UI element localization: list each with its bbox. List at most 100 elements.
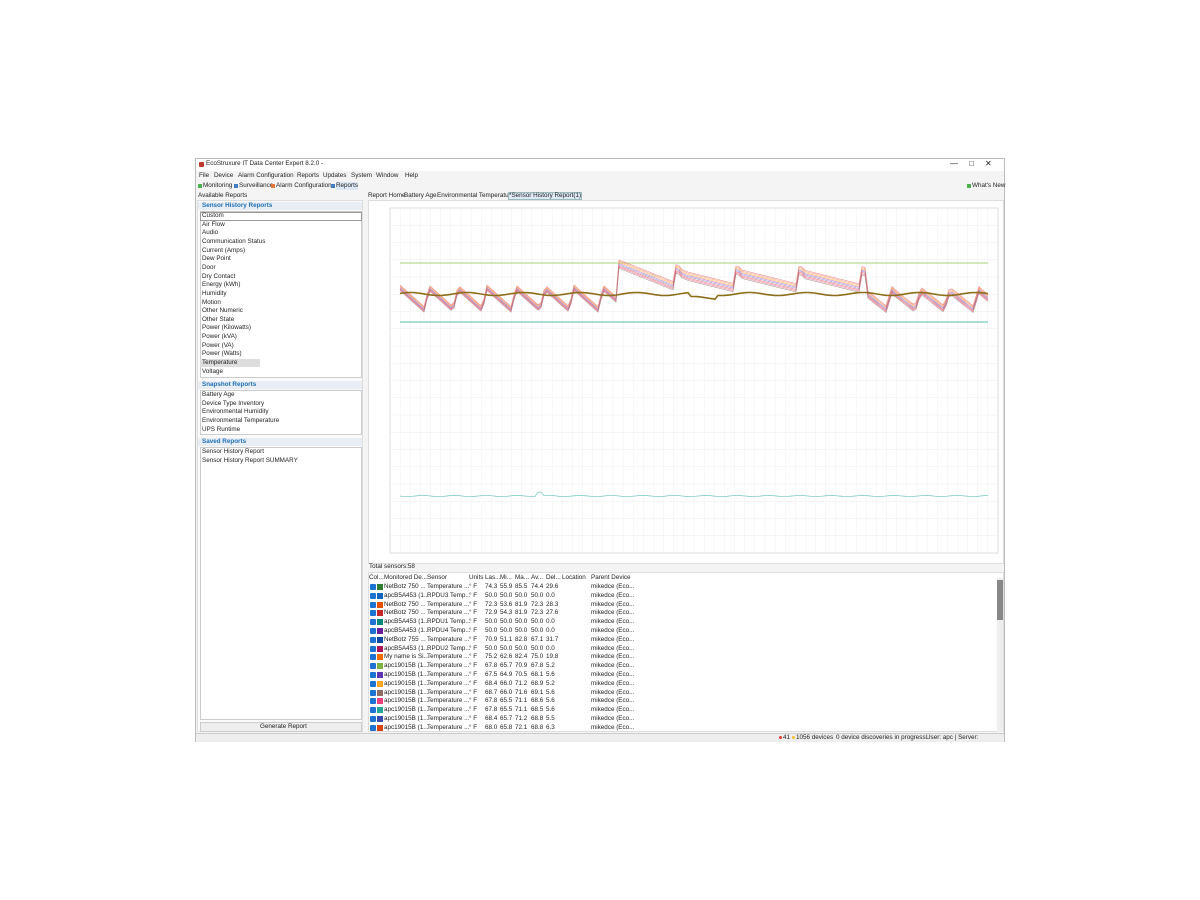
column-header[interactable]: Las...	[485, 574, 501, 581]
tab[interactable]: *Sensor History Report(1)	[509, 192, 582, 199]
column-header[interactable]: Parent Device	[591, 574, 631, 581]
report-item[interactable]: Environmental Humidity	[202, 408, 269, 416]
column-header[interactable]: Del...	[546, 574, 561, 581]
menu-item[interactable]: File	[199, 172, 210, 179]
row-checkbox[interactable]	[370, 645, 376, 652]
row-checkbox[interactable]	[370, 592, 376, 599]
table-cell: 5.6	[546, 688, 555, 696]
report-item[interactable]: Battery Age	[202, 391, 235, 398]
report-item[interactable]: Custom	[202, 212, 224, 219]
table-cell: 65.7	[500, 715, 513, 722]
row-color	[377, 672, 383, 678]
table-cell: mikedce (Eco...	[591, 679, 635, 687]
toolbar-icon	[198, 184, 202, 188]
menu-item[interactable]: Alarm Configuration	[238, 172, 294, 179]
report-item[interactable]: Power (Kilowatts)	[202, 324, 251, 332]
table-cell: 71.1	[515, 697, 528, 705]
report-item[interactable]: Device Type Inventory	[202, 399, 265, 407]
scrollbar[interactable]	[997, 578, 1003, 732]
column-header[interactable]: Location	[562, 574, 586, 581]
table-cell: 6.3	[546, 723, 555, 731]
report-item[interactable]: Motion	[202, 298, 221, 306]
table-cell: ° F	[469, 662, 478, 670]
column-header[interactable]: Ma...	[515, 574, 529, 581]
menu-item[interactable]: Reports	[297, 172, 320, 179]
row-checkbox[interactable]	[370, 663, 376, 670]
row-checkbox[interactable]	[370, 584, 376, 590]
whats-new-button[interactable]: What's New	[972, 182, 1006, 189]
table-cell: 74.3	[485, 583, 498, 590]
table-cell: 5.5	[546, 715, 555, 722]
table-cell: 0.0	[546, 627, 555, 634]
row-checkbox[interactable]	[370, 610, 376, 617]
table-cell: 75.0	[531, 653, 544, 661]
table-cell: ° F	[469, 609, 478, 617]
column-header[interactable]: Col...	[369, 574, 384, 581]
report-item[interactable]: Humidity	[202, 289, 227, 297]
row-checkbox[interactable]	[370, 654, 376, 661]
table-cell: 67.8	[485, 706, 498, 714]
menu-item[interactable]: Updates	[323, 172, 347, 179]
report-item[interactable]: Sensor History Report	[202, 448, 264, 455]
table-cell: NetBotz 750 ...	[384, 600, 426, 608]
tab[interactable]: Battery Age	[404, 192, 437, 199]
report-item[interactable]: Energy (kWh)	[202, 281, 241, 289]
report-item[interactable]: Environmental Temperature	[202, 416, 280, 424]
toolbar-button[interactable]: Surveillance	[239, 182, 274, 189]
row-checkbox[interactable]	[370, 619, 376, 626]
report-item[interactable]: Communication Status	[202, 237, 266, 245]
table-cell: 67.8	[485, 697, 498, 705]
row-checkbox[interactable]	[370, 716, 376, 722]
report-item[interactable]: Temperature	[202, 359, 238, 367]
row-checkbox[interactable]	[370, 628, 376, 634]
toolbar-button[interactable]: Monitoring	[203, 182, 233, 189]
tab[interactable]: Environmental Temperature	[437, 192, 515, 199]
report-item[interactable]: Current (Amps)	[202, 246, 246, 254]
button-bg[interactable]	[200, 722, 362, 732]
column-header[interactable]: Mi...	[500, 574, 512, 581]
row-checkbox[interactable]	[370, 601, 376, 608]
menu-item[interactable]: System	[351, 172, 372, 179]
menu-item[interactable]: Help	[405, 172, 418, 179]
table-cell: 68.7	[485, 688, 498, 696]
report-item[interactable]: Voltage	[202, 367, 224, 375]
report-item[interactable]: Power (Watts)	[202, 350, 242, 358]
report-item[interactable]: Other Numeric	[202, 307, 243, 315]
row-checkbox[interactable]	[370, 698, 376, 705]
menu-item[interactable]: Window	[376, 172, 399, 179]
table-cell: 72.3	[531, 600, 544, 608]
report-item[interactable]: Other State	[202, 315, 235, 323]
report-item[interactable]: Air Flow	[202, 220, 225, 228]
window-controls[interactable]: — □ ✕	[950, 159, 992, 168]
table-cell: 28.3	[546, 600, 559, 608]
report-item[interactable]: Door	[202, 263, 216, 271]
menu-item[interactable]: Device	[214, 172, 234, 179]
row-checkbox[interactable]	[370, 724, 376, 731]
report-item[interactable]: UPS Runtime	[202, 425, 241, 433]
generate-report-button[interactable]: Generate Report	[260, 723, 307, 730]
column-header[interactable]: Av...	[531, 574, 544, 581]
table-cell: 50.0	[515, 627, 528, 634]
report-item[interactable]: Audio	[202, 229, 219, 237]
table-cell: Temperature ...	[427, 723, 470, 731]
report-item[interactable]: Dew Point	[202, 255, 231, 263]
report-item[interactable]: Power (kVA)	[202, 333, 237, 341]
row-checkbox[interactable]	[370, 672, 376, 678]
table-cell: 81.9	[515, 609, 528, 617]
scroll-thumb[interactable]	[997, 580, 1003, 620]
toolbar-button[interactable]: Alarm Configuration	[276, 182, 332, 189]
column-header[interactable]: Sensor	[427, 574, 447, 581]
row-checkbox[interactable]	[370, 680, 376, 687]
report-item[interactable]: Power (VA)	[202, 341, 234, 349]
row-checkbox[interactable]	[370, 707, 376, 714]
table-cell: 5.2	[546, 662, 555, 670]
table-cell: 62.6	[500, 653, 513, 661]
row-checkbox[interactable]	[370, 636, 376, 643]
column-header[interactable]: Monitored De...	[384, 574, 428, 581]
column-header[interactable]: Units	[469, 574, 484, 581]
report-item[interactable]: Dry Contact	[202, 272, 236, 280]
report-item[interactable]: Sensor History Report SUMMARY	[202, 456, 298, 464]
row-checkbox[interactable]	[370, 689, 376, 696]
tab[interactable]: Report Home	[368, 192, 406, 199]
toolbar-button[interactable]: Reports	[336, 182, 359, 190]
